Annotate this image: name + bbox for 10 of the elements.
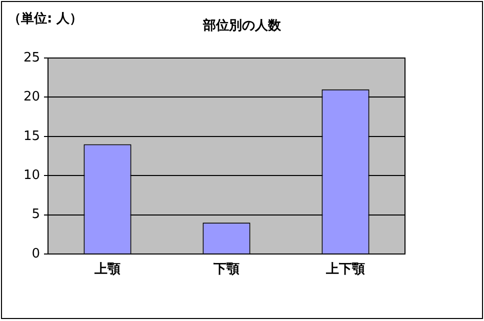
y-tick-label: 20 (23, 90, 40, 105)
y-tick-label: 25 (23, 50, 40, 66)
y-tick-label: 15 (23, 128, 40, 144)
x-tick-label: 上顎 (94, 262, 120, 278)
text: （単位: 人） (8, 11, 83, 26)
y-tick-label: 10 (23, 168, 40, 183)
x-tick-label: 下顎 (212, 262, 240, 278)
y-tick-label: 5 (32, 207, 40, 222)
y-tick-label: 0 (32, 246, 40, 262)
x-tick-label: 上下顎 (325, 262, 365, 278)
